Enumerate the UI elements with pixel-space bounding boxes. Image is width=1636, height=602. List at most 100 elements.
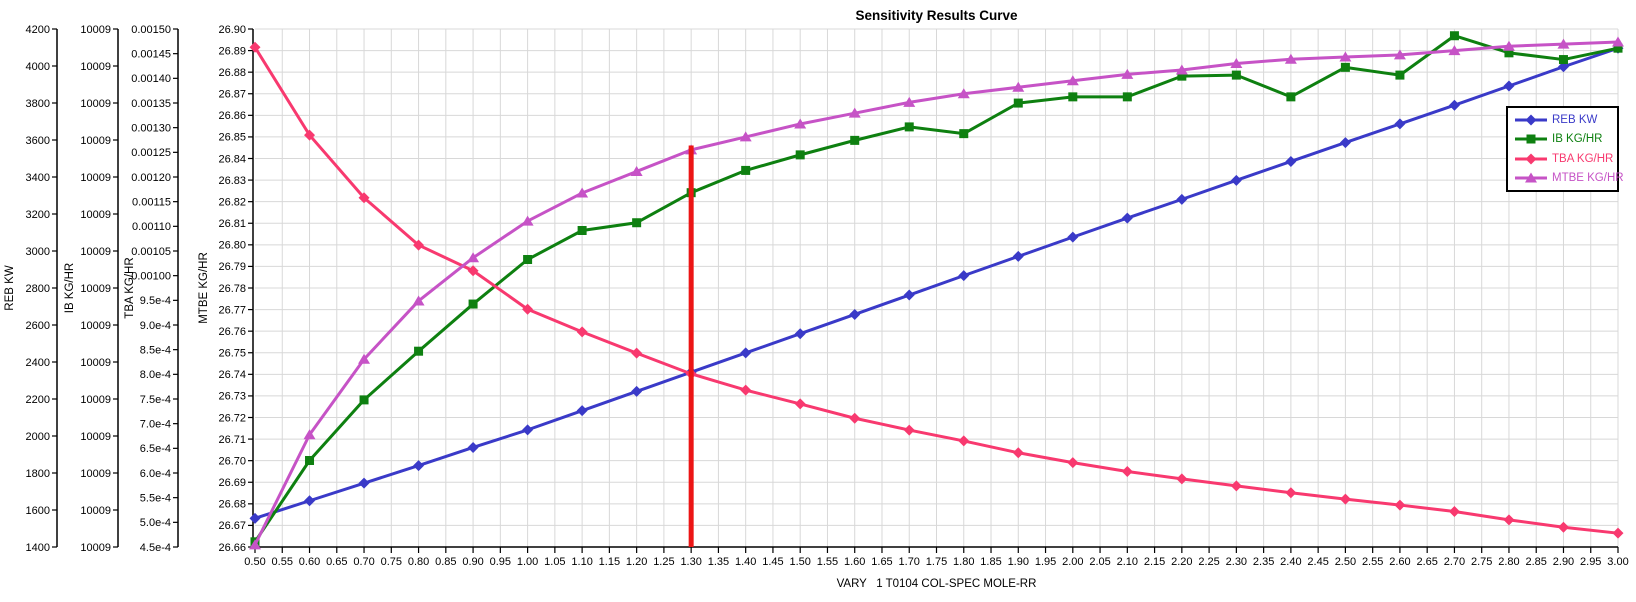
- svg-text:0.55: 0.55: [272, 556, 293, 568]
- legend-entry-ib-kg-hr: IB KG/HR: [1514, 130, 1617, 149]
- svg-text:10009: 10009: [80, 431, 111, 443]
- svg-text:1.60: 1.60: [844, 556, 865, 568]
- svg-text:26.68: 26.68: [218, 499, 246, 511]
- svg-text:0.80: 0.80: [408, 556, 429, 568]
- svg-text:0.00120: 0.00120: [131, 172, 171, 184]
- svg-text:2.60: 2.60: [1389, 556, 1410, 568]
- legend-marker-square-icon: [1515, 134, 1547, 144]
- svg-text:2.15: 2.15: [1144, 556, 1165, 568]
- svg-text:6.5e-4: 6.5e-4: [140, 443, 171, 455]
- svg-text:2200: 2200: [26, 394, 50, 406]
- svg-text:3.00: 3.00: [1607, 556, 1628, 568]
- svg-text:10009: 10009: [80, 61, 111, 73]
- svg-text:26.87: 26.87: [218, 89, 246, 101]
- svg-text:26.83: 26.83: [218, 175, 246, 187]
- y-axis-label-reb: REB KW: [4, 265, 16, 311]
- svg-text:0.75: 0.75: [381, 556, 402, 568]
- svg-text:9.0e-4: 9.0e-4: [140, 320, 171, 332]
- svg-text:2.00: 2.00: [1062, 556, 1083, 568]
- svg-text:2600: 2600: [26, 320, 50, 332]
- y-axis-reb: 1400 1600 1800 2000 2200 2400 2600 2800 3000 3200…: [4, 24, 58, 554]
- svg-text:10009: 10009: [80, 468, 111, 480]
- svg-text:1.90: 1.90: [1008, 556, 1029, 568]
- svg-text:26.85: 26.85: [218, 132, 246, 144]
- svg-text:5.0e-4: 5.0e-4: [140, 517, 171, 529]
- svg-text:1400: 1400: [26, 542, 50, 554]
- svg-text:0.65: 0.65: [326, 556, 347, 568]
- svg-text:26.89: 26.89: [218, 45, 246, 57]
- x-axis-title: VARY 1 T0104 COL-SPEC MOLE-RR: [836, 578, 1037, 590]
- svg-text:1.30: 1.30: [680, 556, 701, 568]
- svg-text:1.70: 1.70: [899, 556, 920, 568]
- svg-text:1.85: 1.85: [980, 556, 1001, 568]
- x-axis: 0.50 0.55 0.60 0.65 0.70 0.75 0.80 0.85 0.90 0.95…: [244, 546, 1629, 568]
- legend-label: REB KW: [1552, 113, 1598, 126]
- svg-text:0.00125: 0.00125: [131, 147, 171, 159]
- legend-entry-reb-kw: REB KW: [1514, 110, 1617, 129]
- svg-text:2.05: 2.05: [1089, 556, 1110, 568]
- svg-text:0.00150: 0.00150: [131, 24, 171, 36]
- svg-text:0.00100: 0.00100: [131, 270, 171, 282]
- svg-text:1.20: 1.20: [626, 556, 647, 568]
- svg-text:26.77: 26.77: [218, 304, 246, 316]
- svg-text:2400: 2400: [26, 357, 50, 369]
- legend-label: TBA KG/HR: [1552, 152, 1614, 165]
- svg-text:0.00135: 0.00135: [131, 98, 171, 110]
- gridlines: [255, 28, 1619, 547]
- chart-title: Sensitivity Results Curve: [855, 8, 1018, 23]
- svg-text:10009: 10009: [80, 394, 111, 406]
- svg-text:5.5e-4: 5.5e-4: [140, 492, 171, 504]
- svg-text:26.88: 26.88: [218, 67, 246, 79]
- svg-text:3000: 3000: [26, 246, 50, 258]
- y-axis-label-ib: IB KG/HR: [64, 263, 76, 313]
- svg-text:9.5e-4: 9.5e-4: [140, 295, 171, 307]
- svg-text:1.50: 1.50: [789, 556, 810, 568]
- svg-text:4000: 4000: [26, 61, 50, 73]
- svg-text:26.73: 26.73: [218, 391, 246, 403]
- svg-text:10009: 10009: [80, 98, 111, 110]
- svg-text:2.40: 2.40: [1280, 556, 1301, 568]
- svg-text:26.79: 26.79: [218, 261, 246, 273]
- svg-text:10009: 10009: [80, 320, 111, 332]
- svg-text:1.05: 1.05: [544, 556, 565, 568]
- svg-text:2.30: 2.30: [1226, 556, 1247, 568]
- svg-text:1800: 1800: [26, 468, 50, 480]
- legend-marker-diamond-icon: [1515, 114, 1547, 126]
- y-axis-label-mtbe: MTBE KG/HR: [198, 252, 210, 324]
- svg-text:1.25: 1.25: [653, 556, 674, 568]
- svg-text:7.5e-4: 7.5e-4: [140, 394, 171, 406]
- svg-text:1.10: 1.10: [571, 556, 592, 568]
- svg-text:2.25: 2.25: [1198, 556, 1219, 568]
- svg-text:1.35: 1.35: [708, 556, 729, 568]
- svg-text:10009: 10009: [80, 357, 111, 369]
- svg-text:26.74: 26.74: [218, 369, 246, 381]
- svg-text:2.80: 2.80: [1498, 556, 1519, 568]
- svg-text:2.85: 2.85: [1526, 556, 1547, 568]
- svg-text:2.75: 2.75: [1471, 556, 1492, 568]
- svg-text:2.95: 2.95: [1580, 556, 1601, 568]
- svg-text:0.00130: 0.00130: [131, 122, 171, 134]
- y-axis-tba: 4.5e-4 5.0e-4 5.5e-4 6.0e-4 6.5e-4 7.0e-4 7.5e…: [124, 24, 179, 554]
- svg-text:2.50: 2.50: [1335, 556, 1356, 568]
- legend-label: IB KG/HR: [1552, 133, 1603, 146]
- svg-text:26.78: 26.78: [218, 283, 246, 295]
- y-axis-ib: 10009 10009 10009 10009 10009 10009 10009 10009…: [64, 24, 119, 554]
- svg-text:10009: 10009: [80, 542, 111, 554]
- svg-text:26.76: 26.76: [218, 326, 246, 338]
- svg-text:0.85: 0.85: [435, 556, 456, 568]
- y-axis-label-tba: TBA KG/HR: [124, 257, 136, 318]
- svg-text:10009: 10009: [80, 135, 111, 147]
- svg-text:10009: 10009: [80, 505, 111, 517]
- svg-text:8.5e-4: 8.5e-4: [140, 344, 171, 356]
- svg-text:10009: 10009: [80, 209, 111, 221]
- svg-text:2800: 2800: [26, 283, 50, 295]
- svg-text:1.55: 1.55: [817, 556, 838, 568]
- svg-text:7.0e-4: 7.0e-4: [140, 418, 171, 430]
- svg-text:10009: 10009: [80, 172, 111, 184]
- svg-text:2000: 2000: [26, 431, 50, 443]
- svg-text:0.00105: 0.00105: [131, 246, 171, 258]
- svg-text:1.80: 1.80: [953, 556, 974, 568]
- svg-text:1.15: 1.15: [599, 556, 620, 568]
- svg-text:0.60: 0.60: [299, 556, 320, 568]
- svg-text:1.95: 1.95: [1035, 556, 1056, 568]
